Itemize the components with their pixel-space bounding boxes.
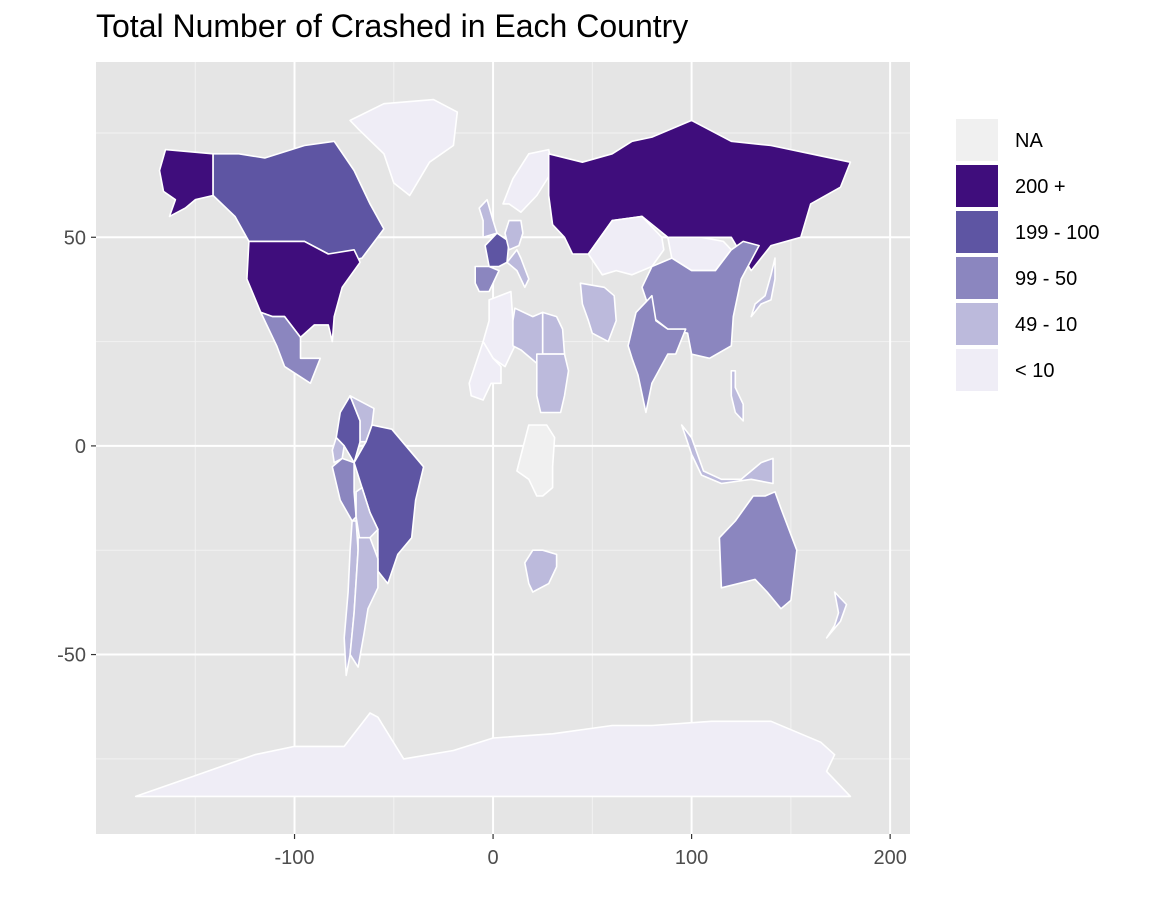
y-tick-label: -50 <box>57 645 86 667</box>
x-tick-label: 100 <box>675 847 708 869</box>
legend-item: 200 + <box>955 164 1152 210</box>
country-peru <box>331 457 357 522</box>
country-mali <box>468 340 502 401</box>
country-polygons <box>134 98 852 798</box>
legend-label: 200 + <box>1015 176 1066 198</box>
legend-label: NA <box>1015 130 1043 152</box>
legend-item: < 10 <box>955 348 1152 394</box>
country-kazakhstan <box>587 215 665 276</box>
country-greenland <box>349 98 459 197</box>
legend-key-swatch <box>955 210 999 254</box>
country-canada <box>212 140 385 264</box>
legend-item: 99 - 50 <box>955 256 1152 302</box>
country-indonesia <box>680 424 774 485</box>
legend-key-swatch <box>955 256 999 300</box>
legend-label: 199 - 100 <box>1015 222 1100 244</box>
country-india <box>627 294 687 414</box>
legend-item: 199 - 100 <box>955 210 1152 256</box>
legend-label: < 10 <box>1015 360 1055 382</box>
x-tick-label: -100 <box>275 847 315 869</box>
country-germany <box>504 219 524 251</box>
country-dr-congo <box>516 424 556 497</box>
y-tick-label: 50 <box>64 227 86 249</box>
country-australia <box>718 490 798 610</box>
legend-label: 99 - 50 <box>1015 268 1078 290</box>
y-tick-label: 0 <box>75 436 86 458</box>
country-new-zealand <box>825 591 848 639</box>
country-iran <box>579 282 618 343</box>
country-spain <box>474 265 500 293</box>
country-egypt <box>541 311 566 355</box>
country-alaska <box>158 148 214 218</box>
country-sudan <box>535 353 570 414</box>
legend-key-swatch <box>955 118 999 162</box>
country-argentina <box>349 536 379 668</box>
country-algeria <box>482 290 516 368</box>
x-tick-label: 200 <box>873 847 906 869</box>
legend-key-swatch <box>955 302 999 346</box>
legend-label: 49 - 10 <box>1015 314 1078 336</box>
country-ecuador <box>331 436 346 464</box>
legend-item: 49 - 10 <box>955 302 1152 348</box>
country-philippines <box>730 369 745 422</box>
country-japan <box>750 257 776 318</box>
axis-ticks: -100 0 100 200 50 0 -50 <box>57 227 907 869</box>
legend-key-swatch <box>955 348 999 392</box>
country-south-africa <box>523 549 558 593</box>
legend-item: NA <box>955 118 1152 164</box>
country-chile <box>343 520 359 677</box>
x-tick-label: 0 <box>488 847 499 869</box>
country-italy <box>506 249 530 289</box>
chart-title: Total Number of Crashed in Each Country <box>96 8 689 44</box>
country-russia <box>547 119 852 272</box>
legend-key-swatch <box>955 164 999 208</box>
country-mexico <box>259 311 322 385</box>
country-antarctica <box>134 712 852 798</box>
